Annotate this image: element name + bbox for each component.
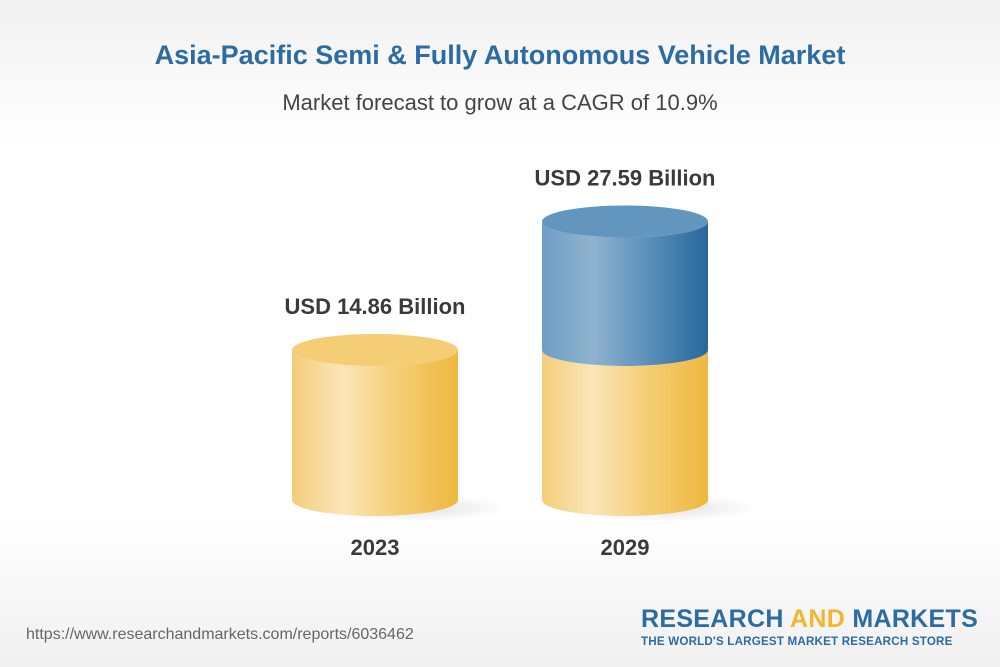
value-label: USD 27.59 Billion xyxy=(535,166,716,191)
logo-text: MARKETS xyxy=(845,605,979,633)
chart-title: Asia-Pacific Semi & Fully Autonomous Veh… xyxy=(154,40,846,70)
logo-text: RESEARCH xyxy=(641,605,791,633)
bar-base-segment xyxy=(542,350,708,516)
bar-growth-segment xyxy=(542,221,708,366)
value-label: USD 14.86 Billion xyxy=(285,294,466,319)
source-url[interactable]: https://www.researchandmarkets.com/repor… xyxy=(26,626,414,643)
bar-top xyxy=(292,334,458,366)
category-label: 2023 xyxy=(351,535,400,560)
chart-subtitle: Market forecast to grow at a CAGR of 10.… xyxy=(282,90,718,115)
logo-tagline: THE WORLD'S LARGEST MARKET RESEARCH STOR… xyxy=(641,635,953,648)
bar-top xyxy=(542,205,708,238)
research-and-markets-logo: RESEARCH AND MARKETS THE WORLD'S LARGEST… xyxy=(641,605,979,648)
bar-2023 xyxy=(292,350,458,516)
category-label: 2029 xyxy=(601,535,650,560)
logo-text-and: AND xyxy=(790,605,846,633)
